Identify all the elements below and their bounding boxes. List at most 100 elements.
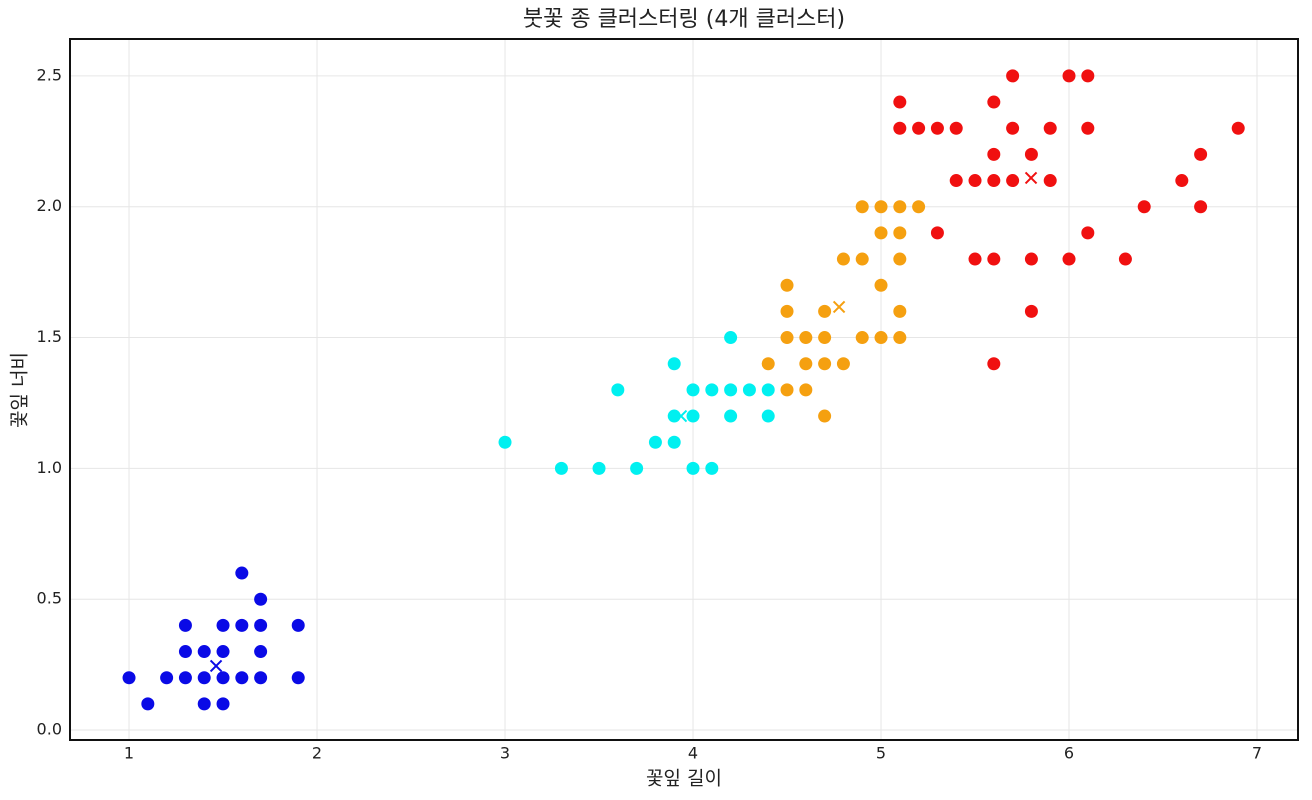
point bbox=[1006, 121, 1020, 135]
point bbox=[686, 409, 700, 423]
point bbox=[874, 200, 888, 214]
point bbox=[1043, 174, 1057, 188]
point bbox=[855, 331, 869, 345]
point bbox=[648, 435, 662, 449]
point bbox=[987, 357, 1001, 371]
y-tick-label: 0.5 bbox=[37, 589, 62, 608]
x-tick-label: 2 bbox=[312, 744, 322, 763]
point bbox=[855, 252, 869, 266]
point bbox=[667, 435, 681, 449]
centroid-marker bbox=[674, 409, 688, 423]
point bbox=[592, 461, 606, 475]
point bbox=[216, 645, 230, 659]
point bbox=[178, 618, 192, 632]
point bbox=[724, 331, 738, 345]
point bbox=[724, 383, 738, 397]
x-tick-label: 1 bbox=[124, 744, 134, 763]
point bbox=[724, 409, 738, 423]
point bbox=[1062, 69, 1076, 83]
point bbox=[818, 304, 832, 318]
point bbox=[216, 618, 230, 632]
centroid-marker bbox=[832, 300, 846, 314]
point bbox=[949, 121, 963, 135]
point bbox=[1194, 200, 1208, 214]
point bbox=[122, 671, 136, 685]
point bbox=[1175, 174, 1189, 188]
point bbox=[197, 671, 211, 685]
point bbox=[197, 697, 211, 711]
point bbox=[930, 121, 944, 135]
point bbox=[799, 383, 813, 397]
y-axis-label: 꽃잎 너비 bbox=[9, 352, 31, 428]
point bbox=[254, 592, 268, 606]
point bbox=[291, 618, 305, 632]
x-tick-label: 5 bbox=[876, 744, 886, 763]
point bbox=[874, 278, 888, 292]
point bbox=[912, 200, 926, 214]
point bbox=[1024, 252, 1038, 266]
point bbox=[667, 357, 681, 371]
point bbox=[705, 383, 719, 397]
plot-frame bbox=[69, 38, 1299, 741]
point bbox=[780, 278, 794, 292]
point bbox=[254, 618, 268, 632]
x-tick-label: 4 bbox=[688, 744, 698, 763]
point bbox=[799, 357, 813, 371]
point bbox=[780, 304, 794, 318]
point bbox=[1137, 200, 1151, 214]
point bbox=[818, 331, 832, 345]
point bbox=[235, 671, 249, 685]
x-axis-label: 꽃잎 길이 bbox=[646, 768, 722, 790]
point bbox=[893, 304, 907, 318]
point bbox=[968, 174, 982, 188]
point bbox=[836, 252, 850, 266]
point bbox=[1006, 174, 1020, 188]
point bbox=[893, 252, 907, 266]
y-tick-label: 1.0 bbox=[37, 458, 62, 477]
point bbox=[761, 409, 775, 423]
point bbox=[1024, 304, 1038, 318]
point bbox=[1024, 147, 1038, 161]
point bbox=[197, 645, 211, 659]
point bbox=[780, 331, 794, 345]
point bbox=[836, 357, 850, 371]
point bbox=[987, 252, 1001, 266]
point bbox=[893, 200, 907, 214]
point bbox=[291, 671, 305, 685]
point bbox=[686, 461, 700, 475]
point bbox=[799, 331, 813, 345]
point bbox=[235, 566, 249, 580]
y-tick-label: 2.0 bbox=[37, 196, 62, 215]
point bbox=[1081, 226, 1095, 240]
point bbox=[818, 409, 832, 423]
point bbox=[761, 357, 775, 371]
point bbox=[686, 383, 700, 397]
point bbox=[855, 200, 869, 214]
x-tick-label: 7 bbox=[1252, 744, 1262, 763]
chart-title: 붓꽃 종 클러스터링 (4개 클러스터) bbox=[523, 7, 845, 32]
point bbox=[874, 331, 888, 345]
point bbox=[141, 697, 155, 711]
y-tick-label: 1.5 bbox=[37, 327, 62, 346]
centroid-marker bbox=[1024, 171, 1038, 185]
y-tick-label: 2.5 bbox=[37, 65, 62, 84]
point bbox=[1081, 69, 1095, 83]
x-tick-label: 3 bbox=[500, 744, 510, 763]
point bbox=[254, 645, 268, 659]
point bbox=[987, 95, 1001, 109]
point bbox=[235, 618, 249, 632]
point bbox=[1231, 121, 1245, 135]
point bbox=[178, 671, 192, 685]
point bbox=[554, 461, 568, 475]
point bbox=[818, 357, 832, 371]
point bbox=[1062, 252, 1076, 266]
point bbox=[893, 226, 907, 240]
point bbox=[667, 409, 681, 423]
point bbox=[705, 461, 719, 475]
point bbox=[893, 95, 907, 109]
point bbox=[893, 331, 907, 345]
point bbox=[912, 121, 926, 135]
point bbox=[178, 645, 192, 659]
point bbox=[216, 671, 230, 685]
